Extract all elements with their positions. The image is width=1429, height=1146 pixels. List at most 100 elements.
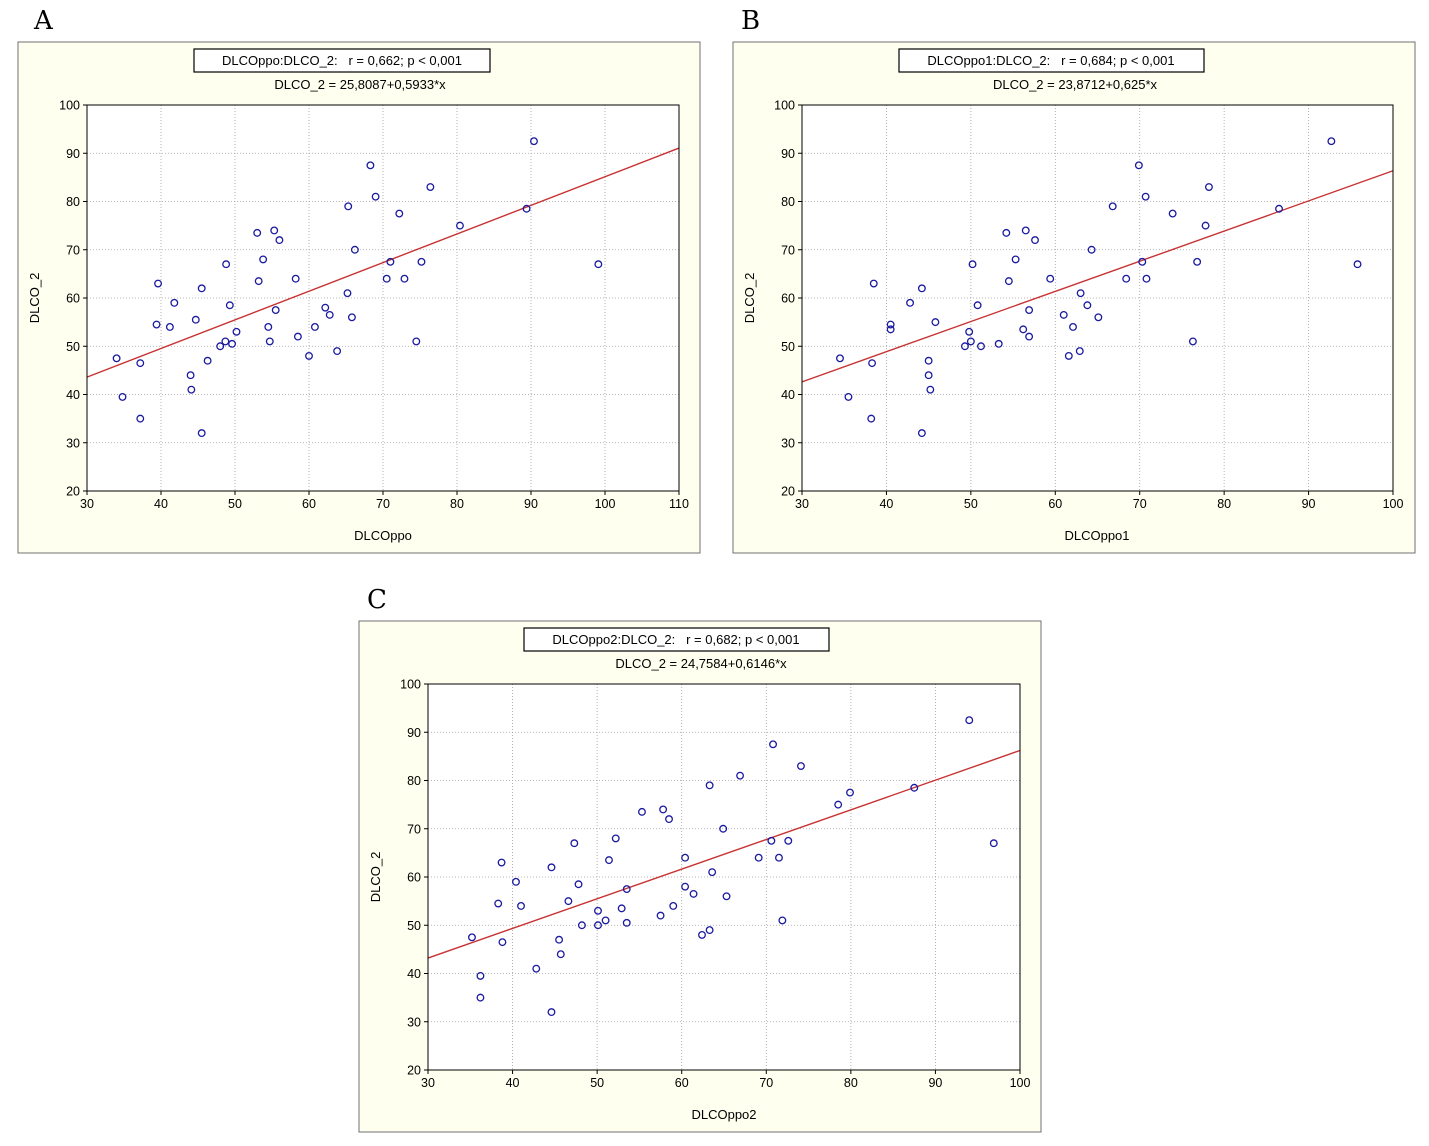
y-tick-label: 100 [400, 678, 421, 692]
data-point [601, 916, 610, 925]
fit-equation: DLCO_2 = 25,8087+0,5933*x [274, 77, 446, 92]
data-point [325, 310, 334, 319]
data-point [221, 337, 230, 346]
data-point [722, 892, 731, 901]
data-point [1201, 221, 1210, 230]
data-point [197, 284, 206, 293]
data-point [926, 385, 935, 394]
data-point [1075, 347, 1084, 356]
y-axis-label: DLCO_2 [368, 852, 383, 903]
y-tick-label: 90 [407, 726, 421, 740]
y-tick-label: 40 [781, 388, 795, 402]
x-tick-label: 100 [1383, 497, 1404, 511]
data-point [497, 858, 506, 867]
data-point [1094, 313, 1103, 322]
data-point [910, 783, 919, 792]
data-point [665, 815, 673, 824]
data-point [797, 762, 805, 770]
data-point [1059, 310, 1068, 319]
data-point [1025, 332, 1034, 341]
data-point [136, 359, 145, 368]
data-point [1193, 257, 1202, 266]
data-point [1019, 325, 1028, 334]
data-point [426, 183, 435, 191]
data-point [112, 354, 121, 363]
data-point [547, 1008, 556, 1017]
data-point [1138, 257, 1147, 266]
data-point [386, 257, 395, 266]
data-point [254, 277, 263, 286]
data-point [270, 226, 279, 235]
data-point [333, 347, 342, 356]
x-axis-label: DLCOppo1 [1064, 528, 1129, 543]
data-point [191, 315, 200, 324]
data-point [321, 303, 330, 312]
data-point [293, 332, 302, 341]
data-points [836, 137, 1362, 438]
data-point [291, 274, 300, 283]
y-tick-label: 90 [66, 147, 80, 161]
data-point [1076, 289, 1085, 298]
data-point [577, 921, 586, 930]
data-point [152, 320, 161, 329]
data-point [1083, 301, 1092, 310]
data-point [669, 902, 678, 910]
data-point [1168, 209, 1177, 218]
data-point [476, 993, 485, 1002]
data-point [594, 260, 603, 269]
y-tick-label: 80 [66, 195, 80, 209]
data-point [154, 279, 162, 288]
x-tick-label: 100 [1010, 1076, 1031, 1090]
y-tick-label: 30 [781, 436, 795, 450]
data-point [228, 339, 236, 348]
data-point [1134, 161, 1143, 170]
y-tick-label: 20 [781, 485, 795, 499]
data-point [656, 911, 665, 920]
data-point [570, 839, 579, 848]
data-point [1141, 192, 1150, 201]
data-point [170, 298, 179, 307]
plot-area [802, 105, 1393, 491]
x-tick-label: 90 [928, 1076, 942, 1090]
data-point [468, 933, 476, 942]
y-tick-label: 60 [407, 871, 421, 885]
data-point [305, 351, 313, 360]
y-tick-label: 100 [774, 99, 795, 113]
data-point [708, 868, 717, 877]
y-tick-label: 70 [407, 822, 421, 836]
y-tick-label: 50 [407, 919, 421, 933]
data-point [836, 354, 844, 363]
data-point [265, 337, 274, 346]
y-axis-label: DLCO_2 [742, 273, 757, 324]
y-tick-label: 50 [66, 340, 80, 354]
data-point [719, 824, 728, 833]
data-point [476, 971, 485, 980]
data-point [371, 192, 380, 201]
data-point [1004, 277, 1013, 286]
data-point [216, 342, 225, 351]
data-point [271, 306, 280, 315]
data-point [347, 313, 356, 322]
x-tick-label: 80 [1217, 497, 1231, 511]
data-point [225, 301, 234, 310]
data-point [698, 930, 706, 939]
data-point [681, 853, 690, 862]
x-tick-label: 100 [595, 497, 616, 511]
y-tick-label: 40 [407, 967, 421, 981]
data-point [494, 899, 503, 908]
data-point [754, 853, 763, 862]
x-tick-label: 80 [450, 497, 464, 511]
data-point [594, 906, 602, 915]
data-point [705, 781, 714, 790]
x-tick-labels: 30 40 50 60 70 80 90 100 [795, 491, 1403, 511]
y-tick-label: 30 [407, 1015, 421, 1029]
data-point [977, 342, 985, 351]
data-point [412, 337, 421, 346]
data-point [775, 853, 783, 862]
data-point [989, 839, 998, 848]
data-point [689, 889, 698, 898]
y-tick-label: 80 [781, 195, 795, 209]
data-points [468, 716, 998, 1017]
data-point [965, 716, 974, 725]
data-point [1108, 202, 1117, 211]
